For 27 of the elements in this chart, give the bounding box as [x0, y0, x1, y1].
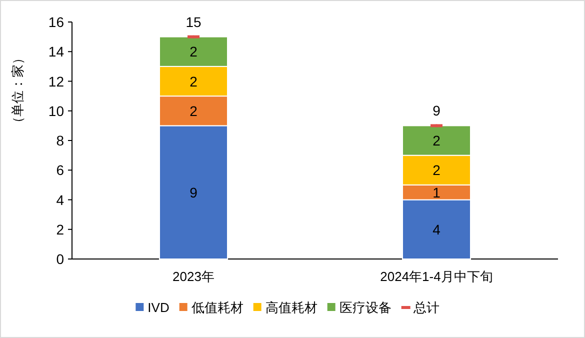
y-tick-label: 4	[56, 192, 64, 208]
legend-label: 医疗设备	[339, 300, 392, 315]
data-label: 9	[432, 102, 441, 119]
data-label: 9	[190, 184, 198, 200]
data-label: 1	[432, 184, 441, 200]
legend-label: 总计	[412, 300, 440, 315]
legend-label: 低值耗材	[191, 300, 244, 315]
y-tick-label: 6	[56, 162, 64, 178]
data-label: 2	[190, 102, 198, 119]
data-label: 2	[190, 73, 198, 90]
legend-label: 高值耗材	[265, 300, 318, 315]
x-tick-label: 2024年1-4月中下旬	[380, 269, 493, 284]
y-tick-label: 2	[56, 221, 64, 238]
data-label: 2	[432, 162, 441, 178]
y-tick-label: 14	[48, 44, 64, 60]
y-tick-label: 16	[48, 14, 64, 30]
data-label: 2	[190, 44, 198, 60]
y-tick-label: 0	[56, 251, 64, 267]
data-label: 15	[186, 14, 202, 30]
y-tick-label: 12	[48, 73, 64, 90]
x-tick-label: 2023年	[172, 269, 214, 284]
y-tick-label: 10	[48, 102, 64, 119]
y-axis-title: （单位：家）	[10, 52, 25, 130]
y-tick-label: 8	[56, 132, 64, 148]
data-label: 4	[432, 221, 441, 238]
legend-label: IVD	[148, 300, 170, 315]
data-label: 2	[432, 132, 441, 148]
